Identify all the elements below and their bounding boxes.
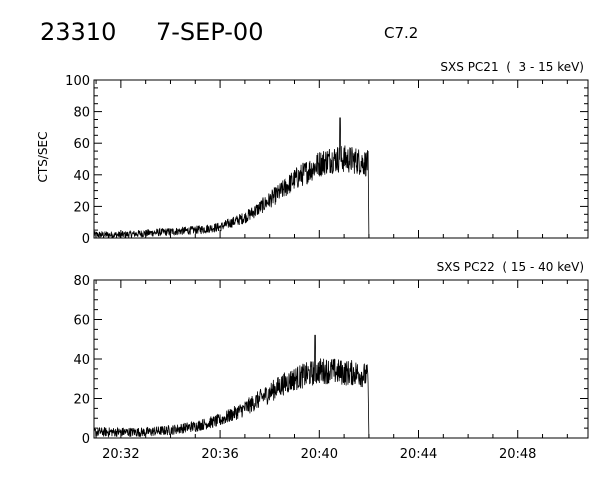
y-tick-label: 20 [73, 393, 90, 408]
series-line [93, 334, 370, 439]
y-ticks: 0 20 40 60 80 [73, 274, 588, 447]
chart-title: SXS PC22 ( 15 - 40 keV) [437, 260, 584, 274]
panel-pc21: SXS PC21 ( 3 - 15 keV) CTS/SEC 0 20 40 60 80… [36, 60, 589, 247]
y-tick-label: 0 [82, 232, 90, 247]
x-ticks [95, 280, 568, 438]
y-tick-label: 40 [73, 353, 90, 368]
x-tick-label: 20:40 [301, 447, 338, 462]
y-tick-label: 0 [82, 432, 90, 447]
y-tick-label: 60 [73, 314, 90, 329]
x-tick-labels: 20:32 20:36 20:40 20:44 20:48 [102, 447, 536, 462]
x-tick-label: 20:32 [102, 447, 139, 462]
x-tick-label: 20:36 [201, 447, 238, 462]
goes-class: C7.2 [384, 24, 418, 42]
y-tick-label: 80 [73, 106, 90, 121]
y-tick-label: 80 [73, 274, 90, 289]
y-tick-label: 40 [73, 169, 90, 184]
y-tick-label: 60 [73, 137, 90, 152]
chart-title: SXS PC21 ( 3 - 15 keV) [440, 60, 584, 74]
y-ticks: 0 20 40 60 80 100 [65, 74, 588, 247]
x-tick-label: 20:44 [400, 447, 437, 462]
y-tick-label: 20 [73, 200, 90, 215]
plot-frame [93, 279, 589, 439]
y-axis-label: CTS/SEC [36, 132, 50, 183]
y-tick-label: 100 [65, 74, 90, 89]
x-tick-label: 20:48 [499, 447, 536, 462]
event-date: 7-SEP-00 [156, 18, 263, 46]
event-id: 23310 [40, 18, 116, 46]
series-line [93, 117, 370, 239]
